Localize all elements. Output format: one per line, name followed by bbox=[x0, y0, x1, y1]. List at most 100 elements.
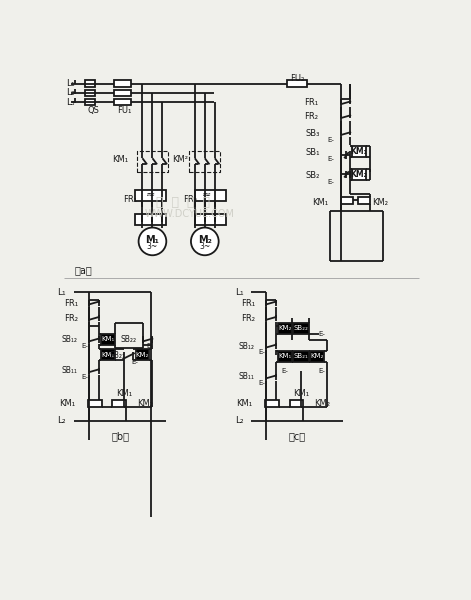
Text: FR₂: FR₂ bbox=[241, 314, 255, 323]
Text: L₂: L₂ bbox=[235, 416, 244, 425]
Text: E-: E- bbox=[146, 343, 153, 349]
Text: FU₁: FU₁ bbox=[117, 106, 131, 115]
Bar bbox=[101, 349, 115, 360]
Text: KM₁: KM₁ bbox=[59, 398, 75, 407]
Text: （a）: （a） bbox=[74, 266, 92, 275]
Text: FR₂: FR₂ bbox=[183, 194, 197, 203]
Text: E-: E- bbox=[327, 156, 334, 162]
Text: E-: E- bbox=[319, 331, 325, 337]
Text: ≈: ≈ bbox=[146, 190, 155, 200]
Text: FR₂: FR₂ bbox=[304, 112, 318, 121]
Circle shape bbox=[138, 227, 166, 255]
Text: KM₂: KM₂ bbox=[278, 325, 292, 331]
Bar bbox=[189, 151, 220, 172]
Bar bbox=[352, 169, 366, 180]
Text: FR₁: FR₁ bbox=[123, 194, 138, 203]
Text: KM²: KM² bbox=[172, 155, 188, 164]
Text: SB₂₂: SB₂₂ bbox=[121, 335, 137, 344]
Text: SB₁: SB₁ bbox=[306, 148, 320, 157]
Bar bbox=[114, 99, 131, 105]
Text: M₁: M₁ bbox=[146, 235, 159, 245]
Text: E-: E- bbox=[259, 349, 266, 355]
Text: E-: E- bbox=[327, 137, 334, 143]
Text: E-: E- bbox=[132, 359, 138, 365]
Bar bbox=[352, 146, 366, 157]
Bar bbox=[85, 99, 96, 105]
Text: KM₁: KM₁ bbox=[236, 398, 252, 407]
Text: KM₁: KM₁ bbox=[350, 147, 367, 156]
Text: L₂: L₂ bbox=[66, 88, 75, 97]
Bar bbox=[293, 323, 309, 334]
Bar bbox=[265, 400, 279, 407]
Bar bbox=[114, 80, 131, 86]
Text: KM₁: KM₁ bbox=[278, 353, 292, 359]
Bar bbox=[113, 400, 126, 407]
Text: E-: E- bbox=[259, 380, 266, 386]
Text: KM₁: KM₁ bbox=[113, 155, 129, 164]
Text: QS: QS bbox=[87, 106, 99, 115]
Bar bbox=[88, 400, 102, 407]
Text: FR₂: FR₂ bbox=[64, 314, 78, 323]
Text: SB₂₁: SB₂₁ bbox=[294, 353, 309, 359]
Text: SB₂: SB₂ bbox=[306, 172, 320, 181]
Text: L₁: L₁ bbox=[57, 288, 66, 297]
Bar bbox=[287, 80, 307, 88]
Bar bbox=[195, 190, 226, 200]
Bar bbox=[341, 197, 353, 203]
Text: KM₁: KM₁ bbox=[116, 389, 132, 398]
Text: KM₁: KM₁ bbox=[101, 352, 114, 358]
Text: SB₂₂: SB₂₂ bbox=[293, 325, 309, 331]
Text: KM₂: KM₂ bbox=[136, 352, 149, 358]
Bar bbox=[358, 197, 370, 203]
Bar bbox=[278, 351, 292, 362]
Bar bbox=[85, 90, 96, 96]
Bar bbox=[293, 351, 309, 362]
Bar bbox=[136, 349, 149, 360]
Text: E-: E- bbox=[81, 374, 89, 380]
Text: E-: E- bbox=[319, 368, 325, 374]
Circle shape bbox=[191, 227, 219, 255]
Text: （c）: （c） bbox=[289, 431, 306, 441]
Text: SB₁₂: SB₁₂ bbox=[239, 341, 255, 350]
Text: 3~: 3~ bbox=[147, 242, 158, 251]
Bar bbox=[135, 190, 165, 200]
Text: L₁: L₁ bbox=[66, 79, 75, 88]
Text: L₃: L₃ bbox=[66, 98, 75, 107]
Text: FR₁: FR₁ bbox=[241, 298, 255, 307]
Text: M₂: M₂ bbox=[198, 235, 212, 245]
Bar bbox=[137, 151, 168, 172]
Bar bbox=[114, 90, 131, 96]
Bar bbox=[310, 351, 324, 362]
Text: L₂: L₂ bbox=[57, 416, 66, 425]
Text: 3~: 3~ bbox=[199, 242, 211, 251]
Text: （b）: （b） bbox=[111, 431, 129, 441]
Text: ≈: ≈ bbox=[202, 190, 211, 200]
Text: FR₁: FR₁ bbox=[304, 98, 318, 107]
Text: FR₁: FR₁ bbox=[64, 298, 78, 307]
Text: SB₃: SB₃ bbox=[306, 129, 320, 138]
Text: KM₁: KM₁ bbox=[312, 199, 328, 208]
Text: KM₁: KM₁ bbox=[101, 336, 114, 342]
Bar bbox=[278, 323, 292, 334]
Bar bbox=[85, 80, 96, 86]
Text: KM₁: KM₁ bbox=[293, 389, 309, 398]
Bar bbox=[101, 334, 115, 344]
Text: KM₂: KM₂ bbox=[372, 199, 388, 208]
Text: WWW.DCYUE.COM: WWW.DCYUE.COM bbox=[145, 209, 235, 220]
Text: E-: E- bbox=[327, 179, 334, 185]
Text: L₁: L₁ bbox=[235, 288, 244, 297]
Text: E-: E- bbox=[282, 368, 289, 374]
Text: KM₂: KM₂ bbox=[310, 353, 324, 359]
Text: KM₂: KM₂ bbox=[137, 398, 153, 407]
Text: SB₁₂: SB₁₂ bbox=[62, 335, 78, 344]
Bar bbox=[290, 400, 303, 407]
Text: E-: E- bbox=[81, 343, 89, 349]
Text: SB₂₁: SB₂₁ bbox=[109, 351, 125, 360]
Bar bbox=[135, 214, 165, 225]
Text: KM₂: KM₂ bbox=[350, 170, 367, 179]
Text: 电  工  学  网: 电 工 学 网 bbox=[156, 196, 210, 209]
Bar bbox=[195, 214, 226, 225]
Text: SB₁₁: SB₁₁ bbox=[239, 373, 255, 382]
Text: KM₂: KM₂ bbox=[314, 398, 330, 407]
Text: SB₁₁: SB₁₁ bbox=[62, 366, 78, 375]
